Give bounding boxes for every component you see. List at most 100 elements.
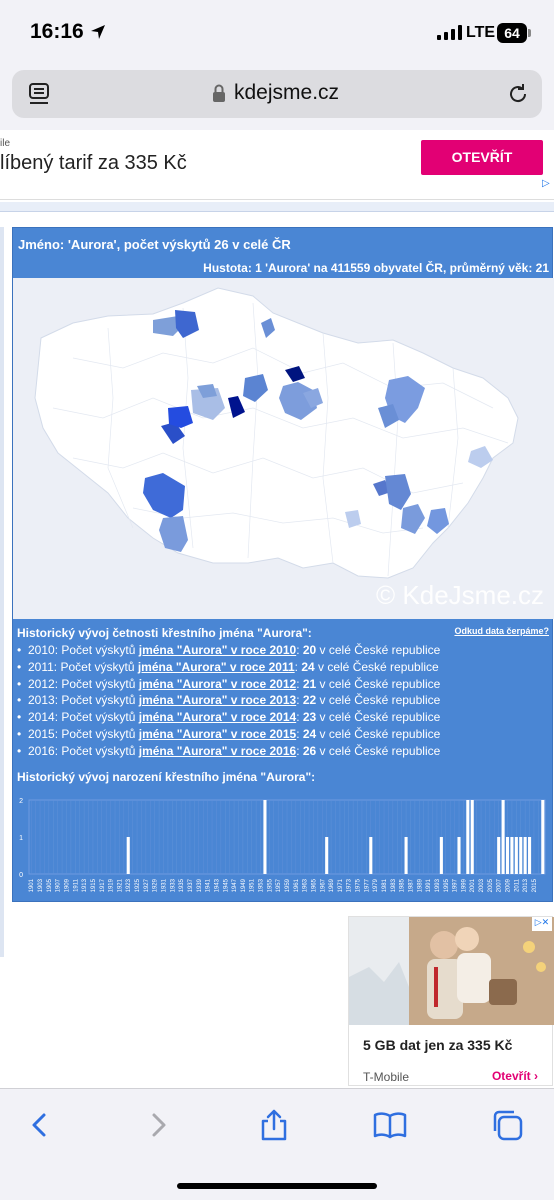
ad-bottom-open-link[interactable]: Otevřít › — [492, 1069, 538, 1083]
row-suffix: v celé České republice — [316, 643, 440, 657]
bar — [471, 800, 474, 874]
row-suffix: v celé České republice — [316, 744, 440, 758]
year-link[interactable]: jména "Aurora" v roce 2014 — [139, 710, 296, 724]
ad-bottom-headline[interactable]: 5 GB dat jen za 335 Kč — [363, 1037, 512, 1053]
x-tick-label: 2015 — [532, 878, 538, 892]
ad-photo — [349, 917, 554, 1025]
year-link[interactable]: jména "Aurora" v roce 2010 — [139, 643, 296, 657]
x-tick-label: 2011 — [514, 878, 520, 892]
url-text[interactable]: kdejsme.cz — [234, 81, 339, 105]
x-tick-label: 1955 — [267, 878, 273, 892]
row-colon: : — [296, 677, 303, 691]
x-tick-label: 1991 — [426, 878, 432, 892]
history-title: Historický vývoj četnosti křestního jmén… — [17, 626, 312, 640]
x-tick-label: 1941 — [206, 878, 212, 892]
year-link[interactable]: jména "Aurora" v roce 2013 — [139, 693, 296, 707]
bar — [524, 837, 527, 874]
x-tick-label: 1939 — [197, 878, 203, 892]
x-tick-label: 1929 — [153, 878, 159, 892]
row-suffix: v celé České republice — [316, 727, 440, 741]
year-link[interactable]: jména "Aurora" v roce 2016 — [139, 744, 296, 758]
reload-icon[interactable] — [506, 82, 530, 106]
x-tick-label: 1979 — [373, 878, 379, 892]
row-colon: : — [296, 710, 303, 724]
x-tick-label: 1997 — [453, 878, 459, 892]
row-prefix: 2016: Počet výskytů — [28, 744, 139, 758]
data-source-link[interactable]: Odkud data čerpáme? — [454, 626, 549, 636]
x-tick-label: 1989 — [417, 878, 423, 892]
czech-map[interactable] — [13, 278, 554, 619]
x-tick-label: 1951 — [250, 878, 256, 892]
forward-icon[interactable] — [140, 1107, 176, 1143]
x-tick-label: 1915 — [91, 878, 97, 892]
births-bar-chart: 0121901 1903 1905 1907 1909 1911 1913 1915 1917 1… — [13, 786, 554, 901]
ad-bottom-brand: T-Mobile — [363, 1070, 409, 1084]
x-tick-label: 1931 — [162, 878, 168, 892]
x-tick-label: 1909 — [64, 878, 70, 892]
ad-open-button[interactable]: OTEVŘÍT — [421, 140, 543, 175]
ad-headline[interactable]: líbený tarif za 335 Kč — [0, 152, 187, 175]
row-prefix: 2013: Počet výskytů — [28, 693, 139, 707]
address-bar[interactable]: kdejsme.cz — [12, 70, 542, 118]
x-tick-label: 1961 — [294, 878, 300, 892]
web-page: ile líbený tarif za 335 Kč OTEVŘÍT ▷ Jmé… — [0, 130, 554, 1088]
status-time: 16:16 — [30, 20, 84, 44]
bookmarks-icon[interactable] — [372, 1107, 408, 1143]
ad-close-icon[interactable]: ▷✕ — [532, 917, 552, 931]
share-icon[interactable] — [256, 1107, 292, 1143]
bar — [528, 837, 531, 874]
x-tick-label: 1967 — [320, 878, 326, 892]
page-menu-icon[interactable] — [28, 82, 50, 106]
x-tick-label: 1965 — [311, 878, 317, 892]
history-row: • 2012: Počet výskytů jména "Aurora" v ro… — [17, 676, 440, 693]
history-row: • 2014: Počet výskytů jména "Aurora" v ro… — [17, 709, 440, 726]
x-tick-label: 1937 — [188, 878, 194, 892]
x-tick-label: 1935 — [179, 878, 185, 892]
row-count: 24 — [301, 660, 314, 674]
adchoices-icon[interactable]: ▷ — [542, 178, 550, 189]
row-count: 23 — [303, 710, 316, 724]
network-type: LTE — [466, 24, 495, 42]
bullet: • — [17, 676, 28, 693]
x-tick-label: 2001 — [470, 878, 476, 892]
history-row: • 2013: Počet výskytů jména "Aurora" v ro… — [17, 692, 440, 709]
bar — [510, 837, 513, 874]
year-link[interactable]: jména "Aurora" v roce 2012 — [139, 677, 296, 691]
x-tick-label: 1969 — [329, 878, 335, 892]
x-tick-label: 1973 — [347, 878, 353, 892]
x-tick-label: 1953 — [259, 878, 265, 892]
bottom-ad[interactable]: ▷✕ 5 GB dat jen za 335 Kč T-Mobile Otevř… — [348, 916, 553, 1086]
bar — [127, 837, 130, 874]
x-tick-label: 1943 — [214, 878, 220, 892]
side-strip — [0, 227, 4, 957]
x-tick-label: 1995 — [444, 878, 450, 892]
tabs-icon[interactable] — [490, 1107, 526, 1143]
x-tick-label: 1925 — [135, 878, 141, 892]
row-prefix: 2011: Počet výskytů — [28, 660, 138, 674]
map-area[interactable]: © KdeJsme.cz — [13, 278, 554, 619]
bar — [405, 837, 408, 874]
panel-title: Jméno: 'Aurora', počet výskytů 26 v celé… — [18, 237, 291, 252]
x-tick-label: 2013 — [523, 878, 529, 892]
bar — [369, 837, 372, 874]
top-ad-banner[interactable]: ile líbený tarif za 335 Kč OTEVŘÍT ▷ — [0, 130, 554, 200]
bar — [502, 800, 505, 874]
bar — [440, 837, 443, 874]
bullet: • — [17, 642, 28, 659]
bar — [541, 800, 544, 874]
density-text: Hustota: 1 'Aurora' na 411559 obyvatel Č… — [203, 261, 549, 275]
x-tick-label: 1919 — [109, 878, 115, 892]
x-tick-label: 2009 — [506, 878, 512, 892]
x-tick-label: 1957 — [276, 878, 282, 892]
x-tick-label: 1921 — [117, 878, 123, 892]
row-colon: : — [296, 744, 303, 758]
x-tick-label: 1945 — [223, 878, 229, 892]
year-link[interactable]: jména "Aurora" v roce 2015 — [139, 727, 296, 741]
year-link[interactable]: jména "Aurora" v roce 2011 — [138, 660, 295, 674]
row-suffix: v celé České republice — [315, 660, 439, 674]
bullet: • — [17, 692, 28, 709]
nav-strip — [0, 202, 554, 212]
y-tick-label: 1 — [19, 835, 23, 842]
x-tick-label: 1963 — [303, 878, 309, 892]
back-icon[interactable] — [22, 1107, 58, 1143]
